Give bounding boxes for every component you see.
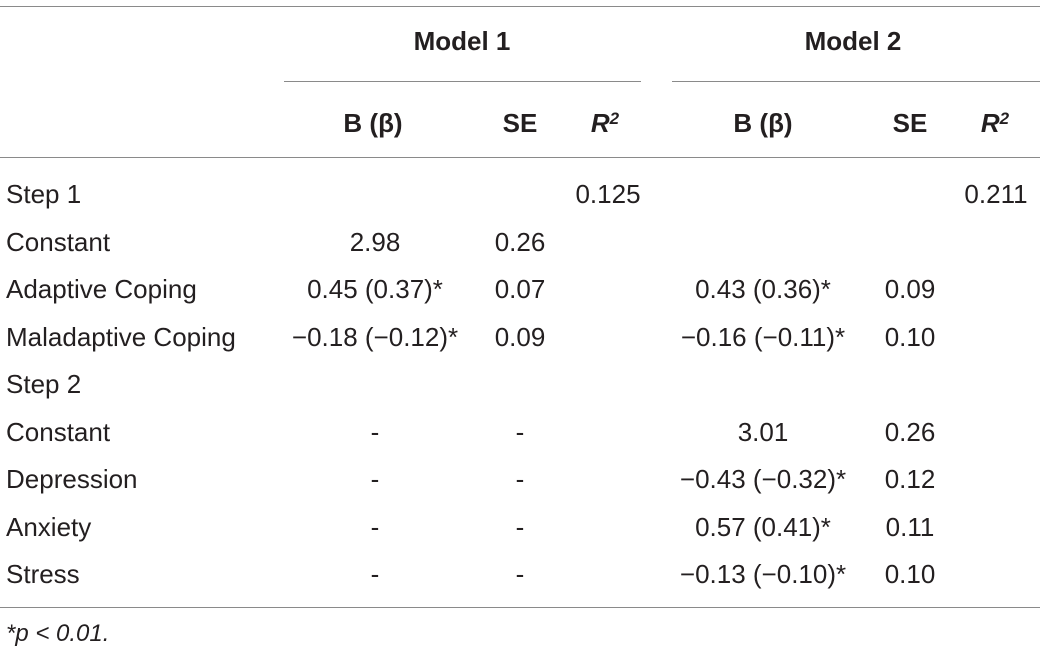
row-label: Constant <box>6 417 111 447</box>
footnote: *p < 0.01. <box>6 620 110 647</box>
model-1-se-cell: - <box>515 559 525 589</box>
header-bottom-rule <box>0 157 1040 158</box>
model-1-r2-header: R2 <box>590 108 620 138</box>
model-2-title: Model 2 <box>804 26 902 56</box>
model-2-b-cell: 3.01 <box>737 417 789 447</box>
model-1-b-cell: −0.18 (−0.12)* <box>291 322 459 352</box>
model-2-se-cell: 0.11 <box>885 512 935 542</box>
model-1-se-cell: 0.09 <box>494 322 546 352</box>
model-1-b-cell: 0.45 (0.37)* <box>307 274 443 304</box>
model-1-b-cell: 2.98 <box>349 227 401 257</box>
model-1-b-cell: - <box>370 464 380 494</box>
model-1-r2-cell: 0.125 <box>575 179 641 209</box>
model-1-b-cell: - <box>370 417 380 447</box>
model-2-r2-header: R2 <box>980 108 1010 138</box>
model-2-se-header: SE <box>892 108 928 138</box>
row-label: Depression <box>6 464 138 494</box>
model-2-b-cell: −0.13 (−0.10)* <box>679 559 847 589</box>
table-bottom-rule <box>0 607 1040 608</box>
table-top-rule <box>0 6 1040 7</box>
model-1-b-cell: - <box>370 512 380 542</box>
model-2-underline <box>672 81 1040 82</box>
model-2-r2-cell: 0.211 <box>964 179 1028 209</box>
model-1-se-cell: 0.26 <box>494 227 546 257</box>
model-1-title: Model 1 <box>413 26 511 56</box>
model-2-se-cell: 0.10 <box>884 322 936 352</box>
model-1-b-header: B (β) <box>343 108 403 138</box>
model-2-b-cell: 0.57 (0.41)* <box>695 512 831 542</box>
row-label: Adaptive Coping <box>6 274 197 304</box>
model-2-se-cell: 0.10 <box>884 559 936 589</box>
model-2-b-cell: −0.16 (−0.11)* <box>680 322 846 352</box>
row-label: Constant <box>6 227 111 257</box>
model-2-b-header: B (β) <box>733 108 793 138</box>
row-label: Step 2 <box>6 369 82 399</box>
model-2-se-cell: 0.12 <box>884 464 936 494</box>
model-1-se-cell: - <box>515 512 525 542</box>
row-label: Step 1 <box>6 179 82 209</box>
model-2-se-cell: 0.09 <box>884 274 936 304</box>
model-2-b-cell: 0.43 (0.36)* <box>695 274 831 304</box>
model-1-se-cell: - <box>515 464 525 494</box>
model-1-underline <box>284 81 641 82</box>
model-1-se-cell: - <box>515 417 525 447</box>
model-1-b-cell: - <box>370 559 380 589</box>
model-2-b-cell: −0.43 (−0.32)* <box>679 464 847 494</box>
row-label: Maladaptive Coping <box>6 322 236 352</box>
model-1-se-cell: 0.07 <box>494 274 546 304</box>
model-2-se-cell: 0.26 <box>884 417 936 447</box>
model-1-se-header: SE <box>502 108 538 138</box>
row-label: Anxiety <box>6 512 92 542</box>
row-label: Stress <box>6 559 80 589</box>
